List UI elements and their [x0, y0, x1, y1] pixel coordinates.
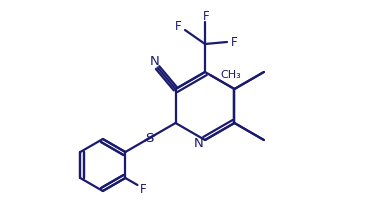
Text: S: S: [145, 131, 154, 144]
Text: F: F: [175, 19, 181, 32]
Text: N: N: [150, 55, 160, 68]
Text: F: F: [231, 35, 237, 49]
Text: CH₃: CH₃: [220, 70, 241, 80]
Text: N: N: [194, 136, 204, 149]
Text: F: F: [139, 183, 146, 196]
Text: F: F: [203, 9, 209, 22]
